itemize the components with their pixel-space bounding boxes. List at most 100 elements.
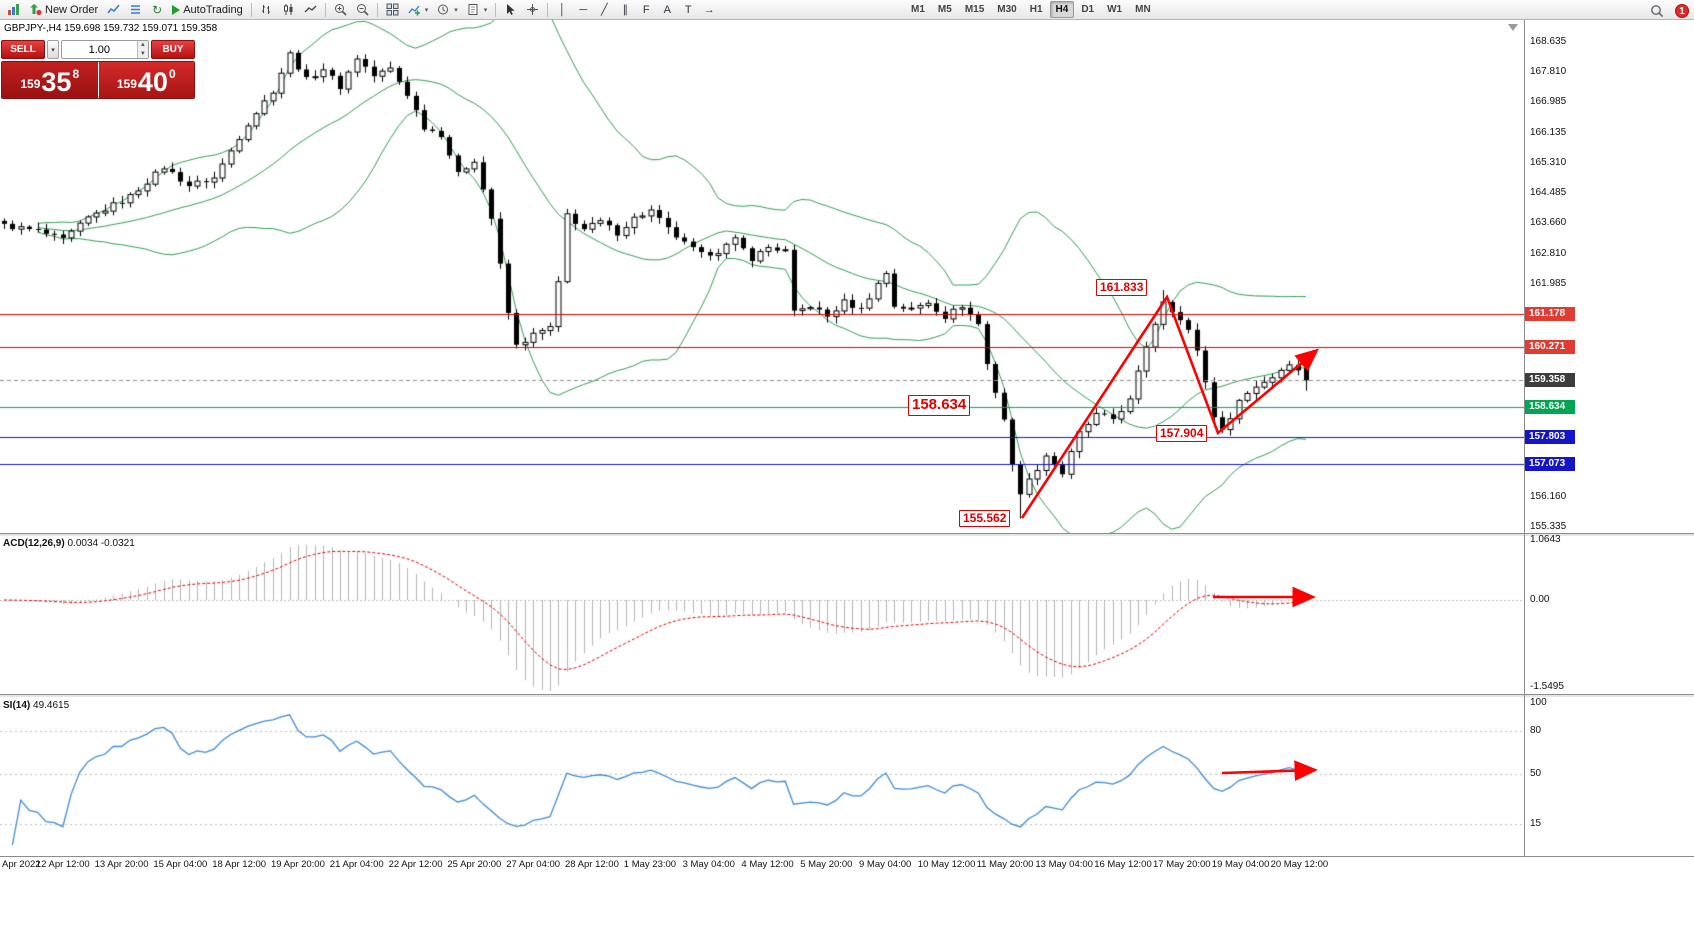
zoom-out-button[interactable]: [352, 1, 373, 19]
line-chart-icon: [107, 4, 120, 14]
ohlc-bars-icon: [261, 5, 270, 14]
price-chart-canvas[interactable]: [0, 20, 1524, 533]
sell-price-display[interactable]: 159 35 8: [2, 62, 99, 98]
timeframe-m15-button[interactable]: M15: [964, 4, 985, 15]
price-callout-label[interactable]: 161.833: [1096, 279, 1148, 296]
price-tag: 159.358: [1525, 373, 1575, 388]
rsi-indicator-canvas[interactable]: [0, 697, 1524, 856]
column-chart-icon: [8, 4, 19, 15]
sell-price-prefix: 159: [20, 77, 41, 91]
dropdown-caret-icon: ▾: [424, 6, 429, 14]
time-axis-label: 4 May 12:00: [741, 859, 794, 870]
search-button[interactable]: [1646, 2, 1668, 20]
pane-separator[interactable]: [0, 694, 1694, 697]
price-axis-divider: [1524, 20, 1525, 856]
price-callout-label[interactable]: 155.562: [959, 510, 1011, 527]
trendline-tool[interactable]: ╱: [600, 4, 608, 16]
time-axis-label: 16 May 12:00: [1094, 859, 1152, 870]
chart-window-button[interactable]: [3, 1, 24, 19]
rsi-value: 49.4615: [33, 700, 70, 711]
dropdown-caret-icon: ▾: [454, 6, 458, 14]
price-callout-label[interactable]: 157.904: [1156, 425, 1208, 442]
new-order-button[interactable]: New Order: [25, 1, 102, 19]
autotrading-button[interactable]: AutoTrading: [168, 1, 247, 19]
market-watch-button[interactable]: [125, 1, 146, 19]
tile-windows-icon: [386, 3, 399, 16]
price-axis-label: 166.985: [1530, 96, 1567, 108]
notification-badge[interactable]: 1: [1675, 4, 1689, 18]
text-tool[interactable]: A: [663, 3, 671, 16]
buy-price-prefix: 159: [116, 77, 137, 91]
indicators-button[interactable]: ▾: [404, 1, 433, 19]
periods-dropdown[interactable]: ▾: [433, 1, 462, 19]
tile-windows-button[interactable]: [382, 1, 403, 19]
refresh-button[interactable]: ↻: [147, 1, 167, 19]
vertical-line-tool[interactable]: │: [558, 3, 566, 16]
rsi-axis-label: 100: [1530, 697, 1547, 708]
price-tag: 160.271: [1525, 339, 1575, 354]
price-axis-label: 162.810: [1530, 248, 1567, 260]
time-axis-label: 10 May 12:00: [917, 859, 976, 870]
fibonacci-tool[interactable]: F: [642, 3, 650, 16]
time-axis-label: 1 May 23:00: [623, 859, 677, 870]
crosshair-button[interactable]: [522, 1, 543, 19]
clock-icon: [438, 4, 449, 15]
time-axis-label: 20 May 12:00: [1270, 859, 1329, 870]
time-axis-label: 21 Apr 04:00: [329, 859, 384, 870]
line-mode-icon: [304, 5, 317, 13]
templates-dropdown[interactable]: ▾: [463, 1, 492, 19]
timeframe-h1-button[interactable]: H1: [1029, 4, 1043, 15]
trade-panel-menu-caret[interactable]: ▾: [47, 40, 59, 59]
search-icon: [1651, 5, 1664, 18]
cursor-button[interactable]: [500, 1, 521, 19]
cursor-icon: [507, 4, 515, 15]
time-axis-label: 12 Apr 12:00: [35, 859, 90, 870]
sell-price-big: 35: [41, 67, 72, 98]
timeframe-group: M1 M5 M15 M30 H1 H4 D1 W1 MN: [905, 1, 1157, 18]
toolbar-separator: [324, 2, 326, 17]
pane-separator[interactable]: [0, 533, 1694, 536]
price-callout-label[interactable]: 158.634: [908, 395, 971, 416]
timeframe-mn-button[interactable]: MN: [1135, 4, 1151, 15]
autotrading-label: AutoTrading: [183, 3, 243, 16]
list-icon: [131, 5, 141, 14]
line-chart-mode-button[interactable]: [300, 1, 321, 19]
timeframe-d1-button[interactable]: D1: [1081, 4, 1095, 15]
volume-down-button[interactable]: ▼: [137, 49, 148, 58]
buy-button[interactable]: BUY: [151, 40, 195, 59]
label-tool[interactable]: T: [684, 3, 692, 16]
timeframe-m30-button[interactable]: M30: [997, 4, 1017, 15]
toolbar-separator: [547, 2, 549, 17]
arrows-tool[interactable]: →: [703, 3, 715, 16]
sell-price-pip: 8: [72, 67, 80, 81]
timeframe-h4-button[interactable]: H4: [1049, 1, 1075, 18]
macd-label: ACD(12,26,9) 0.0034 -0.0321: [3, 538, 135, 549]
price-axis-label: 167.810: [1530, 66, 1567, 78]
buy-price-pip: 0: [168, 67, 176, 81]
timeframe-m5-button[interactable]: M5: [937, 4, 952, 15]
bar-chart-mode-button[interactable]: [256, 1, 277, 19]
chart-shift-marker[interactable]: [1508, 24, 1518, 31]
time-axis-label: 25 Apr 20:00: [447, 859, 502, 870]
zoom-in-button[interactable]: [330, 1, 351, 19]
price-axis-label: 165.310: [1530, 157, 1567, 169]
toolbar-right-group: 1: [1646, 2, 1689, 20]
timeframe-m1-button[interactable]: M1: [911, 4, 925, 15]
sell-button[interactable]: SELL: [1, 40, 45, 59]
volume-up-button[interactable]: ▲: [137, 41, 148, 50]
candlestick-mode-button[interactable]: [278, 1, 299, 19]
buy-price-display[interactable]: 159 40 0: [98, 62, 194, 98]
toolbar-separator: [376, 2, 378, 17]
macd-indicator-canvas[interactable]: [0, 536, 1524, 694]
horizontal-line-tool[interactable]: ─: [579, 3, 588, 16]
volume-input[interactable]: [62, 41, 137, 58]
toolbar: New Order ↻ AutoTrading: [0, 0, 1694, 20]
charts-button[interactable]: [103, 1, 124, 19]
time-axis-label: 9 May 04:00: [859, 859, 912, 870]
timeframe-w1-button[interactable]: W1: [1107, 4, 1123, 15]
time-axis-divider: [0, 856, 1694, 857]
price-tag: 158.634: [1525, 399, 1575, 414]
toolbar-separator: [250, 2, 252, 17]
channel-tool[interactable]: ∥: [622, 4, 629, 16]
price-tag: 161.178: [1525, 306, 1575, 321]
